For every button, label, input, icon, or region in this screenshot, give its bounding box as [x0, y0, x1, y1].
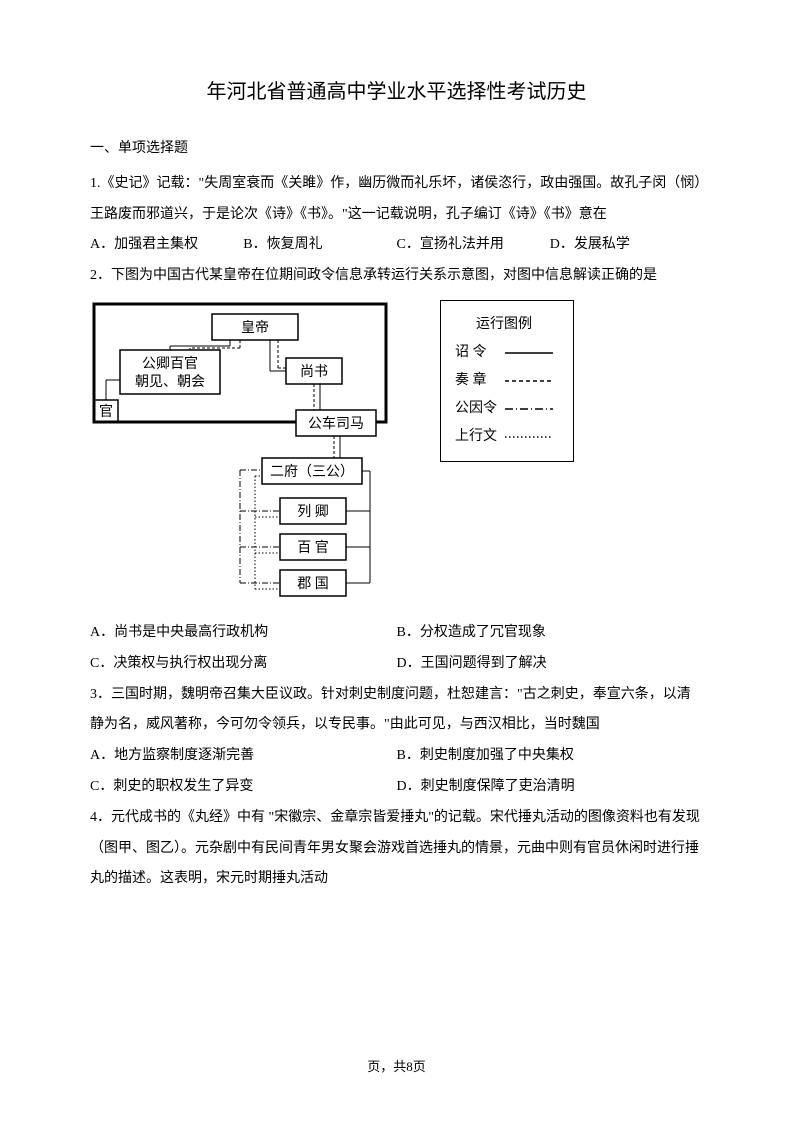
- q2-options-row1: A．尚书是中央最高行政机构 B．分权造成了冗官现象: [90, 618, 703, 649]
- legend-title: 运行图例: [455, 311, 553, 339]
- q2-optD: D．王国问题得到了解决: [397, 649, 704, 680]
- q1-optA: A．加强君主集权: [90, 230, 243, 261]
- q2-optC: C．决策权与执行权出现分离: [90, 649, 397, 680]
- q3-optB: B．刺史制度加强了中央集权: [397, 741, 704, 772]
- node-shangshu: 尚书: [300, 364, 328, 380]
- q2-diagram: 皇帝 公卿百官 朝见、朝会 官 尚书 公车司马: [90, 300, 410, 610]
- node-guan: 官: [99, 404, 113, 420]
- node-officials: 公卿百官: [142, 356, 198, 372]
- q3-optA: A．地方监察制度逐渐完善: [90, 741, 397, 772]
- q3-text: 3．三国时期，魏明帝召集大臣议政。针对刺史制度问题，杜恕建言："古之刺史，奉宣六…: [90, 680, 703, 742]
- q1-text: 1.《史记》记载："失周室衰而《关雎》作，幽历微而礼乐坏，诸侯恣行，政由强国。故…: [90, 169, 703, 231]
- section-header: 一、单项选择题: [90, 134, 703, 165]
- q2-legend: 运行图例 诏 令 奏 章 公因令 上行文: [440, 300, 574, 462]
- legend-zhaoling: 诏 令: [455, 339, 505, 367]
- page-footer: 页，共8页: [0, 1053, 793, 1082]
- q3-optC: C．刺史的职权发生了异变: [90, 772, 397, 803]
- q2-optB: B．分权造成了冗官现象: [397, 618, 704, 649]
- node-officials2: 朝见、朝会: [135, 374, 205, 390]
- q1-options: A．加强君主集权 B．恢复周礼 C．宣扬礼法并用 D．发展私学: [90, 230, 703, 261]
- q2-diagram-container: 皇帝 公卿百官 朝见、朝会 官 尚书 公车司马: [90, 300, 703, 610]
- q3-options-row1: A．地方监察制度逐渐完善 B．刺史制度加强了中央集权: [90, 741, 703, 772]
- page-title: 年河北省普通高中学业水平选择性考试历史: [90, 70, 703, 114]
- q2-optA: A．尚书是中央最高行政机构: [90, 618, 397, 649]
- legend-zouzhang: 奏 章: [455, 367, 505, 395]
- node-lieqing: 列 卿: [297, 504, 329, 520]
- node-emperor: 皇帝: [241, 320, 269, 336]
- legend-gongyinling: 公因令: [455, 395, 505, 423]
- q2-text: 2．下图为中国古代某皇帝在位期间政令信息承转运行关系示意图，对图中信息解读正确的…: [90, 261, 703, 292]
- q2-options-row2: C．决策权与执行权出现分离 D．王国问题得到了解决: [90, 649, 703, 680]
- q1-optB: B．恢复周礼: [243, 230, 396, 261]
- node-gongche: 公车司马: [308, 415, 364, 432]
- legend-shangxingwen: 上行文: [455, 423, 505, 451]
- node-baiguan: 百 官: [297, 540, 329, 556]
- q1-optD: D．发展私学: [550, 230, 703, 261]
- q3-optD: D．刺史制度保障了吏治清明: [397, 772, 704, 803]
- node-erfu: 二府（三公）: [270, 464, 354, 480]
- node-junguo: 郡 国: [297, 576, 329, 592]
- q3-options-row2: C．刺史的职权发生了异变 D．刺史制度保障了吏治清明: [90, 772, 703, 803]
- q4-text: 4．元代成书的《丸经》中有 "宋徽宗、金章宗皆爱捶丸"的记载。宋代捶丸活动的图像…: [90, 803, 703, 895]
- q1-optC: C．宣扬礼法并用: [397, 230, 550, 261]
